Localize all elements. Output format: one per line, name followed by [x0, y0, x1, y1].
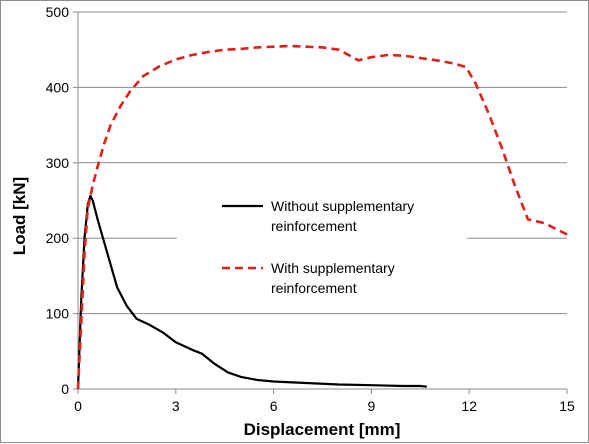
y-axis-title: Load [kN]	[10, 177, 29, 255]
x-tick-label-0: 0	[74, 398, 82, 414]
axes	[73, 11, 568, 394]
y-tick-label-0: 0	[61, 381, 69, 397]
legend-background	[177, 192, 467, 306]
y-tick-label-100: 100	[46, 306, 70, 322]
x-axis-title: Displacement [mm]	[244, 420, 401, 439]
x-tick-label-6: 6	[270, 398, 278, 414]
x-tick-label-9: 9	[368, 398, 376, 414]
series-line-1	[76, 194, 427, 390]
series-line-2	[76, 44, 568, 390]
y-tick-label-400: 400	[46, 79, 70, 95]
x-tick-label-15: 15	[559, 398, 575, 414]
y-tick-label-200: 200	[46, 230, 70, 246]
legend-box	[177, 192, 467, 306]
y-tick-label-300: 300	[46, 155, 70, 171]
x-tick-label-3: 3	[172, 398, 180, 414]
legend: Without supplementary reinforcement With s…	[222, 198, 414, 296]
legend-label-1: Without supplementary reinforcement	[271, 198, 414, 234]
grid-lines	[78, 11, 567, 315]
series-lines	[76, 44, 568, 390]
y-tick-label-500: 500	[46, 4, 70, 20]
legend-label-2: With supplementary reinforcement	[271, 260, 395, 296]
tick-labels: 0 3 6 9 12 15 0 100 200 300 400 500	[46, 4, 575, 414]
x-tick-label-12: 12	[461, 398, 477, 414]
